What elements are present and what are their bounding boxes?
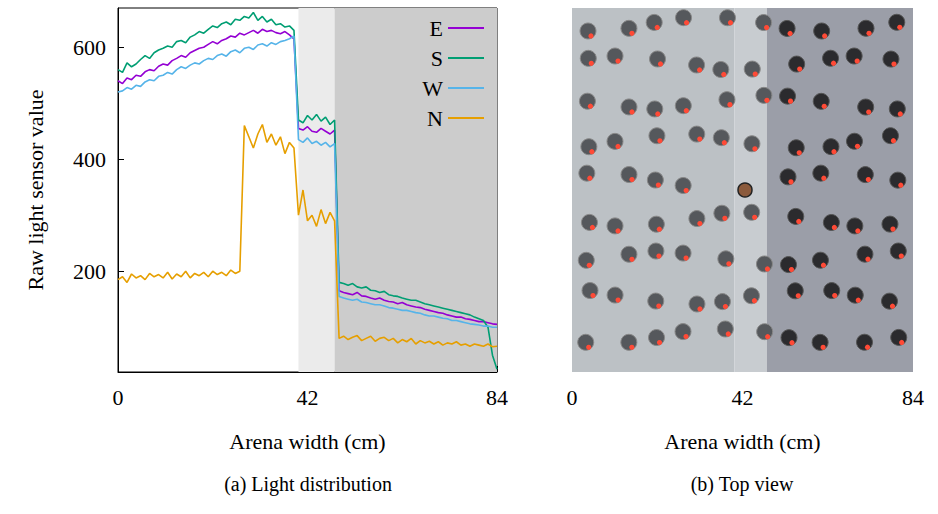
svg-text:84: 84 [902,385,924,410]
svg-text:E: E [430,16,443,41]
svg-text:600: 600 [73,35,106,60]
svg-text:Raw light sensor value: Raw light sensor value [23,89,48,290]
svg-text:400: 400 [73,147,106,172]
svg-text:0: 0 [567,385,578,410]
svg-text:42: 42 [732,385,754,410]
svg-text:N: N [427,106,443,131]
svg-text:Arena width (cm): Arena width (cm) [664,429,820,454]
svg-text:(b) Top view: (b) Top view [691,473,794,496]
svg-text:S: S [431,46,443,71]
svg-text:200: 200 [73,259,106,284]
svg-text:42: 42 [297,385,319,410]
svg-text:Arena width (cm): Arena width (cm) [229,429,385,454]
svg-text:84: 84 [486,385,508,410]
svg-text:(a) Light distribution: (a) Light distribution [224,473,392,496]
svg-text:0: 0 [113,385,124,410]
svg-text:W: W [422,76,443,101]
